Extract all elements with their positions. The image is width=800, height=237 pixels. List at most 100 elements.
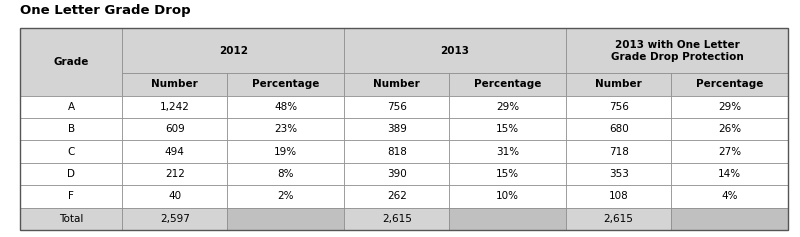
Text: 108: 108 [609,191,629,201]
Text: Percentage: Percentage [252,79,319,89]
Bar [227,118,344,140]
Bar [566,96,671,118]
Text: Grade: Grade [54,57,89,67]
Text: 353: 353 [609,169,629,179]
Bar [122,140,227,163]
Text: 818: 818 [386,146,406,157]
Bar [344,208,450,230]
Bar [20,140,122,163]
Bar [450,96,566,118]
Bar [227,96,344,118]
Bar [671,208,788,230]
Bar [20,28,122,96]
Bar [227,73,344,96]
Bar [566,28,788,73]
Bar [450,208,566,230]
Bar [671,140,788,163]
Text: 26%: 26% [718,124,741,134]
Bar [20,96,122,118]
Bar [344,163,450,185]
Text: 718: 718 [609,146,629,157]
Text: 8%: 8% [278,169,294,179]
Text: 2,597: 2,597 [160,214,190,224]
Text: 212: 212 [165,169,185,179]
Text: 390: 390 [387,169,406,179]
Bar [671,73,788,96]
Bar [122,163,227,185]
Text: 10%: 10% [496,191,519,201]
Bar [227,208,344,230]
Bar [344,96,450,118]
Text: B: B [67,124,74,134]
Bar [566,118,671,140]
Text: 31%: 31% [496,146,519,157]
Bar [122,185,227,208]
Bar [20,28,788,230]
Text: D: D [67,169,75,179]
Bar [671,96,788,118]
Text: 680: 680 [609,124,629,134]
Bar [20,118,122,140]
Bar [344,28,566,73]
Bar [566,208,671,230]
Bar [566,185,671,208]
Bar [122,73,227,96]
Bar [566,140,671,163]
Bar [450,140,566,163]
Bar [344,140,450,163]
Text: 19%: 19% [274,146,298,157]
Bar [227,185,344,208]
Bar [566,163,671,185]
Bar [122,28,344,73]
Text: Number: Number [595,79,642,89]
Bar [344,73,450,96]
Text: 1,242: 1,242 [160,102,190,112]
Bar [450,185,566,208]
Text: 2%: 2% [278,191,294,201]
Text: 2012: 2012 [218,46,248,56]
Text: 609: 609 [165,124,185,134]
Text: 40: 40 [168,191,182,201]
Text: 2013 with One Letter
Grade Drop Protection: 2013 with One Letter Grade Drop Protecti… [610,40,743,62]
Text: 756: 756 [386,102,406,112]
Bar [227,163,344,185]
Text: 2,615: 2,615 [382,214,412,224]
Bar [20,185,122,208]
Bar [20,208,122,230]
Text: Number: Number [374,79,420,89]
Bar [671,118,788,140]
Text: 4%: 4% [722,191,738,201]
Text: C: C [67,146,74,157]
Text: One Letter Grade Drop: One Letter Grade Drop [20,4,190,17]
Text: 15%: 15% [496,124,519,134]
Bar [122,118,227,140]
Bar [450,73,566,96]
Text: A: A [67,102,74,112]
Text: 48%: 48% [274,102,298,112]
Text: F: F [68,191,74,201]
Text: 29%: 29% [718,102,741,112]
Bar [450,163,566,185]
Bar [122,96,227,118]
Bar [450,118,566,140]
Bar [671,163,788,185]
Text: Percentage: Percentage [474,79,542,89]
Text: 15%: 15% [496,169,519,179]
Text: 14%: 14% [718,169,741,179]
Text: Total: Total [59,214,83,224]
Text: 756: 756 [609,102,629,112]
Text: 262: 262 [386,191,406,201]
Text: 494: 494 [165,146,185,157]
Text: 23%: 23% [274,124,298,134]
Text: 2,615: 2,615 [604,214,634,224]
Text: 27%: 27% [718,146,741,157]
Bar [227,140,344,163]
Bar [20,163,122,185]
Bar [566,73,671,96]
Bar [344,185,450,208]
Text: Number: Number [151,79,198,89]
Text: 29%: 29% [496,102,519,112]
Text: 2013: 2013 [441,46,470,56]
Bar [122,208,227,230]
Bar [671,185,788,208]
